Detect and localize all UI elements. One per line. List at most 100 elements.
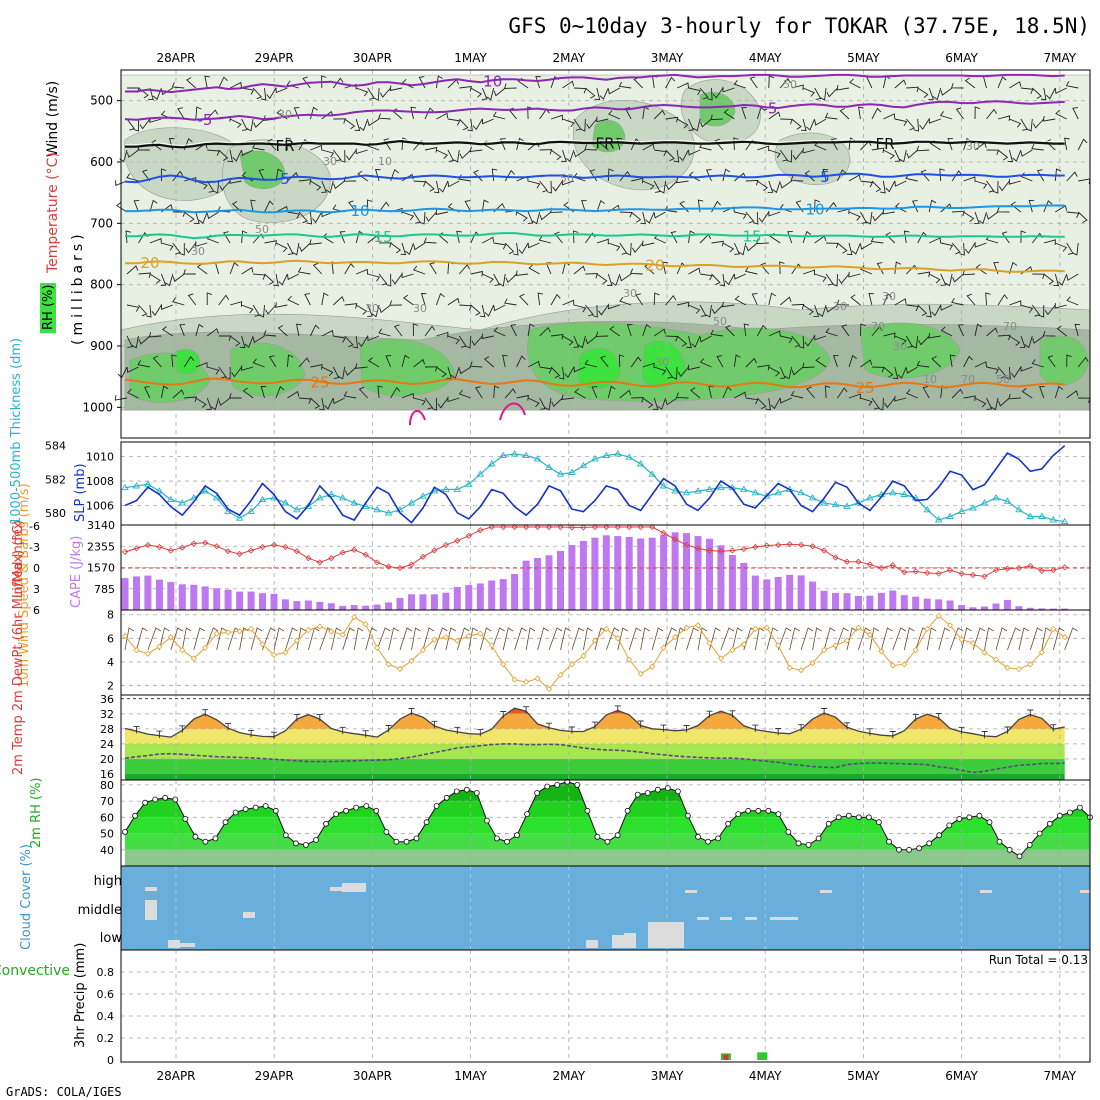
- wind-barb: [871, 325, 883, 337]
- wind-barb: [252, 358, 265, 368]
- wind-barb: [642, 323, 651, 337]
- wind-barb: [722, 242, 735, 253]
- wind-barb: [344, 366, 357, 376]
- wind-barb: [401, 354, 410, 368]
- rh2m-point: [403, 838, 410, 845]
- rh2m-point: [463, 786, 470, 793]
- lifted-index-point: [568, 524, 575, 531]
- wind10-barb: [537, 627, 549, 651]
- wind-barb: [998, 397, 1010, 407]
- x-tick-label-bottom: 30APR: [353, 1069, 392, 1083]
- cape-bar: [396, 598, 404, 610]
- x-tick-label-top: 1MAY: [454, 51, 487, 65]
- cape-bar: [889, 590, 897, 610]
- cape-bar: [476, 583, 484, 610]
- wind-barb: [539, 366, 553, 374]
- wind-barb: [734, 211, 747, 220]
- wind-barb: [880, 180, 886, 194]
- wind-barb: [348, 200, 357, 213]
- wind-barb: [1066, 390, 1079, 399]
- wind-barb: [784, 366, 793, 380]
- wind-barb: [356, 87, 369, 97]
- rh-contour-label: 30: [323, 155, 337, 168]
- lifted-index-point: [935, 570, 942, 577]
- wind-barb: [172, 273, 185, 282]
- y-axis-label-cape: CAPE (J/kg): [69, 536, 84, 608]
- cape-bar: [270, 593, 278, 610]
- wind-barb: [285, 137, 292, 151]
- temp-minmax-bar: [912, 714, 919, 722]
- temp-minmax-bar: [133, 726, 140, 734]
- wind-barb: [125, 230, 131, 244]
- thickness-point: [293, 505, 301, 513]
- cape-bar: [178, 584, 186, 610]
- lifted-index-point: [477, 527, 484, 534]
- wind-barb: [385, 355, 392, 368]
- wind10-point: [1050, 625, 1057, 632]
- thickness-point: [854, 499, 863, 506]
- cape-bar: [683, 533, 690, 610]
- x-tick-label-top: 2MAY: [552, 51, 585, 65]
- y-tick-label-precip: 0.2: [97, 1032, 115, 1045]
- wind-barb: [165, 273, 174, 287]
- wind-barb: [1032, 335, 1045, 344]
- rh2m-point: [363, 803, 370, 809]
- wind-barb: [206, 292, 213, 305]
- wind-barb: [599, 87, 609, 100]
- rh2m-point: [1067, 809, 1073, 816]
- wind-barb: [206, 397, 213, 410]
- cape-bar: [293, 601, 301, 610]
- wind-barb: [275, 242, 288, 253]
- cape-bar: [155, 579, 163, 610]
- wind10-point: [660, 644, 667, 651]
- y-axis-label-lifted: Lifted Index: [11, 521, 26, 598]
- wind-barb: [595, 331, 609, 337]
- wind10-barb: [1029, 627, 1043, 651]
- wind10-point: [935, 612, 942, 619]
- wind-barb: [952, 210, 965, 217]
- wind-barb: [1042, 116, 1056, 122]
- wind-barb: [885, 180, 896, 193]
- thickness-point: [453, 485, 462, 492]
- wind-barb: [321, 329, 334, 337]
- wind-barb: [1009, 300, 1022, 306]
- wind10-barb: [1052, 627, 1065, 651]
- wind-barb: [152, 355, 162, 368]
- wind-barb: [114, 395, 128, 401]
- wind10-point: [477, 630, 484, 637]
- thickness-point: [946, 512, 954, 519]
- wind-barb: [749, 76, 758, 89]
- wind-barb: [963, 137, 972, 151]
- rh-contour-label: 30: [191, 245, 205, 258]
- wind-barb: [848, 271, 861, 278]
- wind-barb: [985, 292, 991, 306]
- wind-barb: [359, 118, 369, 132]
- wind-barb: [431, 397, 438, 411]
- cape-bar: [133, 576, 140, 610]
- wind-barb: [906, 304, 919, 312]
- wind-barb: [212, 180, 220, 194]
- wind-barb: [502, 354, 508, 368]
- y-axis-label-rh: RH (%): [41, 285, 56, 330]
- wind-barb: [160, 273, 167, 286]
- wind10-barb: [800, 627, 814, 651]
- cape-bar: [442, 592, 450, 610]
- wind-barb: [911, 335, 919, 349]
- wind-barb: [539, 149, 553, 155]
- wind-barb: [138, 272, 151, 278]
- wind-barb: [798, 335, 805, 349]
- rh-band: [125, 784, 1090, 802]
- wind-barb: [611, 273, 621, 287]
- thickness-point: [533, 455, 542, 462]
- wind-barb: [824, 112, 838, 120]
- wind-barb: [626, 324, 633, 337]
- lifted-index-point: [454, 537, 461, 544]
- rh2m-point: [654, 786, 661, 793]
- wind-barb: [344, 303, 358, 309]
- wind-barb: [598, 304, 609, 316]
- wind-barb: [596, 199, 605, 213]
- precip-panel: 0 0.2 0.4 0.6 0.8 Run Total = 0.13 3hr Precip …: [0, 943, 1091, 1067]
- wind-barb: [211, 397, 220, 411]
- wind10-barb: [136, 627, 148, 651]
- thickness-point: [465, 480, 473, 487]
